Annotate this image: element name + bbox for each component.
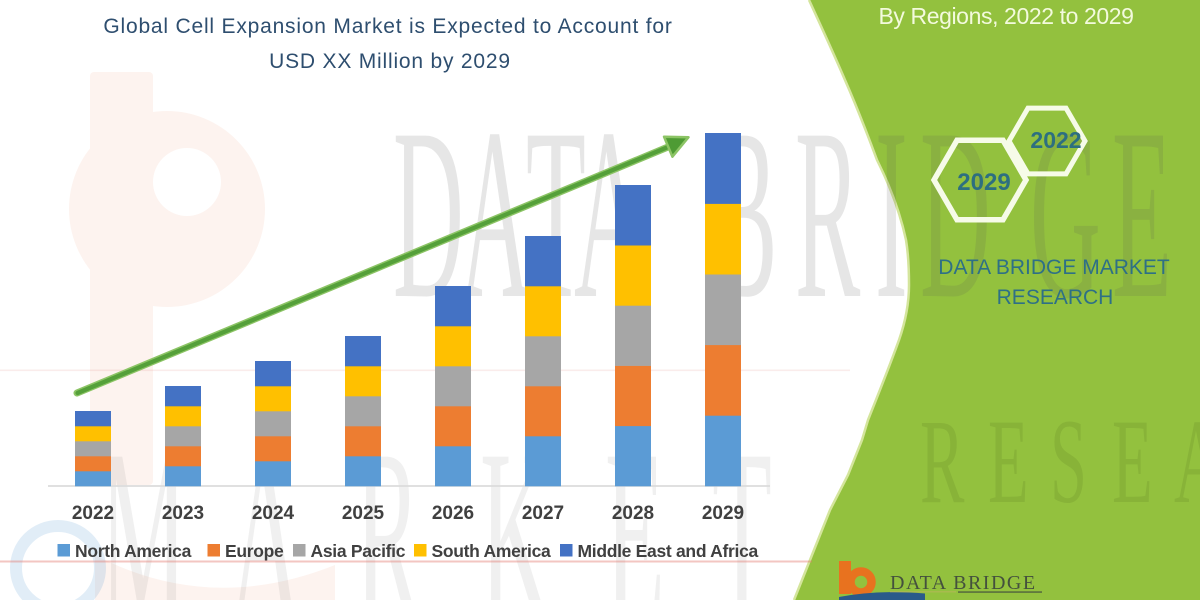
- svg-text:A: A: [460, 79, 531, 349]
- svg-text:R: R: [795, 79, 861, 349]
- svg-text:S: S: [1050, 395, 1087, 529]
- svg-text:Global Cell Expansion Market i: Global Cell Expansion Market is Expected…: [103, 15, 672, 38]
- svg-text:2023: 2023: [162, 503, 204, 524]
- svg-text:E: E: [988, 395, 1029, 529]
- svg-text:2027: 2027: [522, 503, 564, 524]
- svg-text:South America: South America: [432, 541, 552, 561]
- svg-text:E: E: [1112, 395, 1153, 529]
- svg-text:E: E: [1112, 79, 1172, 349]
- svg-text:RESEARCH: RESEARCH: [997, 286, 1114, 309]
- svg-text:2029: 2029: [702, 503, 744, 524]
- svg-text:Europe: Europe: [225, 541, 284, 561]
- svg-text:I: I: [875, 79, 908, 349]
- svg-text:DATA BRIDGE: DATA BRIDGE: [890, 572, 1037, 594]
- svg-text:2028: 2028: [612, 503, 654, 524]
- svg-text:2022: 2022: [1030, 127, 1081, 153]
- svg-text:MARKET RESEARCH: MARKET RESEARCH: [892, 597, 1055, 600]
- svg-text:USD XX Million by 2029: USD XX Million by 2029: [269, 50, 511, 73]
- svg-text:2025: 2025: [342, 503, 385, 524]
- svg-text:Middle East and Africa: Middle East and Africa: [578, 541, 759, 561]
- svg-text:A: A: [1174, 395, 1200, 529]
- svg-text:2029: 2029: [957, 169, 1010, 196]
- svg-text:2022: 2022: [72, 503, 114, 524]
- svg-text:North America: North America: [75, 541, 192, 561]
- svg-text:G: G: [1030, 79, 1101, 349]
- svg-text:Asia Pacific: Asia Pacific: [311, 541, 406, 561]
- svg-text:2024: 2024: [252, 503, 295, 524]
- svg-text:DATA BRIDGE MARKET: DATA BRIDGE MARKET: [938, 256, 1170, 279]
- svg-text:R: R: [920, 395, 964, 529]
- svg-text:2026: 2026: [432, 503, 474, 524]
- svg-text:By Regions, 2022 to 2029: By Regions, 2022 to 2029: [878, 3, 1133, 29]
